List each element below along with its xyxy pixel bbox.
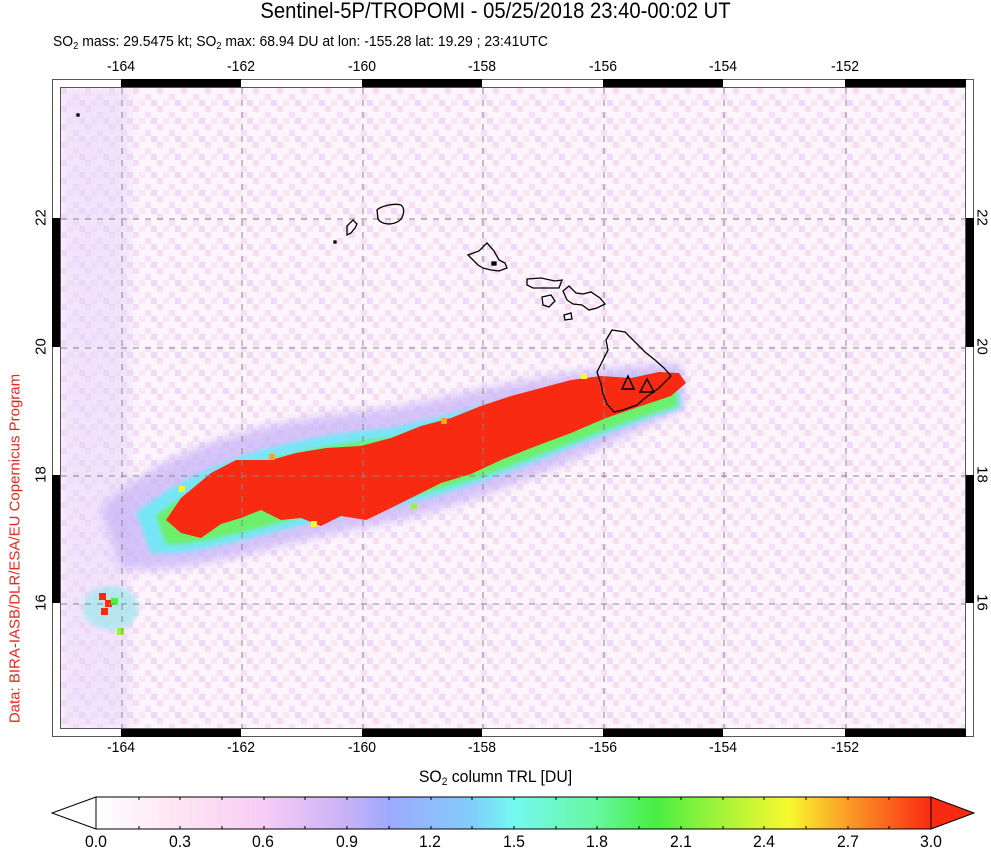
left-scale-bar <box>52 218 60 347</box>
bottom-scale-bar <box>603 729 723 737</box>
colorbar-tick-label: 2.1 <box>669 832 692 851</box>
lat-tick-label-left: 16 <box>32 594 50 611</box>
island-hawaii <box>596 329 672 413</box>
data-credit: Data: BIRA-IASB/DLR/ESA/EU Copernicus Pr… <box>6 373 24 724</box>
so2-map <box>60 87 966 729</box>
lat-tick-label-right: 18 <box>973 466 991 483</box>
colorbar-tick-label: 1.5 <box>502 832 525 851</box>
lat-tick-label-right: 16 <box>973 594 991 611</box>
colorbar-tick-label: 0.0 <box>84 832 107 851</box>
lon-tick-label-top: -160 <box>348 58 376 75</box>
colorbar-tick-label: 1.2 <box>418 832 441 851</box>
top-scale-bar <box>845 79 966 87</box>
lon-tick-label-top: -154 <box>709 58 737 75</box>
lon-tick-label-bottom: -156 <box>589 739 617 756</box>
lon-tick-label-top: -156 <box>589 58 617 75</box>
island-kahoolawe <box>563 312 573 321</box>
colorbar-tick-label: 1.8 <box>585 832 608 851</box>
right-scale-bar <box>966 218 974 347</box>
volcano-triangle-icon <box>620 374 636 390</box>
top-scale-bar <box>362 79 482 87</box>
bottom-scale-bar <box>362 729 482 737</box>
lon-tick-label-top: -164 <box>107 58 135 75</box>
colorbar-min-arrow <box>50 796 97 830</box>
volcano-markers <box>620 374 656 393</box>
lon-tick-label-bottom: -154 <box>709 739 737 756</box>
colorbar-tick-label: 0.3 <box>168 832 191 851</box>
colorbar <box>50 796 976 830</box>
island-maui <box>562 285 607 311</box>
lon-tick-label-top: -152 <box>831 58 859 75</box>
coastlines <box>76 113 672 413</box>
colorbar-tick-label: 2.4 <box>752 832 775 851</box>
right-scale-bar <box>966 475 974 603</box>
island-molokai <box>526 277 563 289</box>
colorbar-max-arrow <box>930 796 976 830</box>
lat-tick-label-right: 20 <box>973 338 991 355</box>
island-oahu <box>466 242 508 272</box>
lon-tick-label-bottom: -162 <box>227 739 255 756</box>
colorbar-tick-label: 2.7 <box>836 832 859 851</box>
island-lanai <box>541 294 556 308</box>
left-scale-bar <box>52 475 60 603</box>
lat-tick-label-left: 20 <box>32 338 50 355</box>
lon-tick-label-top: -158 <box>468 58 496 75</box>
colorbar-tick-label: 0.6 <box>251 832 274 851</box>
bottom-scale-bar <box>845 729 966 737</box>
lat-tick-label-left: 18 <box>32 466 50 483</box>
lon-tick-label-top: -162 <box>227 58 255 75</box>
chart-subtitle: SO2 mass: 29.5475 kt; SO2 max: 68.94 DU … <box>53 33 549 52</box>
lon-tick-label-bottom: -164 <box>107 739 135 756</box>
chart-title: Sentinel-5P/TROPOMI - 05/25/2018 23:40-0… <box>260 0 731 23</box>
lat-tick-label-right: 22 <box>973 209 991 226</box>
lat-tick-label-left: 22 <box>32 209 50 226</box>
island-niihau <box>346 219 358 237</box>
lon-tick-label-bottom: -160 <box>348 739 376 756</box>
map-canvas <box>61 88 965 728</box>
volcano-triangle-icon <box>638 377 656 393</box>
top-scale-bar <box>121 79 241 87</box>
island-kauai <box>376 203 405 225</box>
colorbar-title: SO2 column TRL [DU] <box>418 767 573 788</box>
colorbar-tick-label: 0.9 <box>335 832 358 851</box>
lon-tick-label-bottom: -152 <box>831 739 859 756</box>
bottom-scale-bar <box>121 729 241 737</box>
top-scale-bar <box>603 79 723 87</box>
colorbar-tick-label: 3.0 <box>919 832 942 851</box>
so2-plume <box>83 363 686 635</box>
lon-tick-label-bottom: -158 <box>468 739 496 756</box>
